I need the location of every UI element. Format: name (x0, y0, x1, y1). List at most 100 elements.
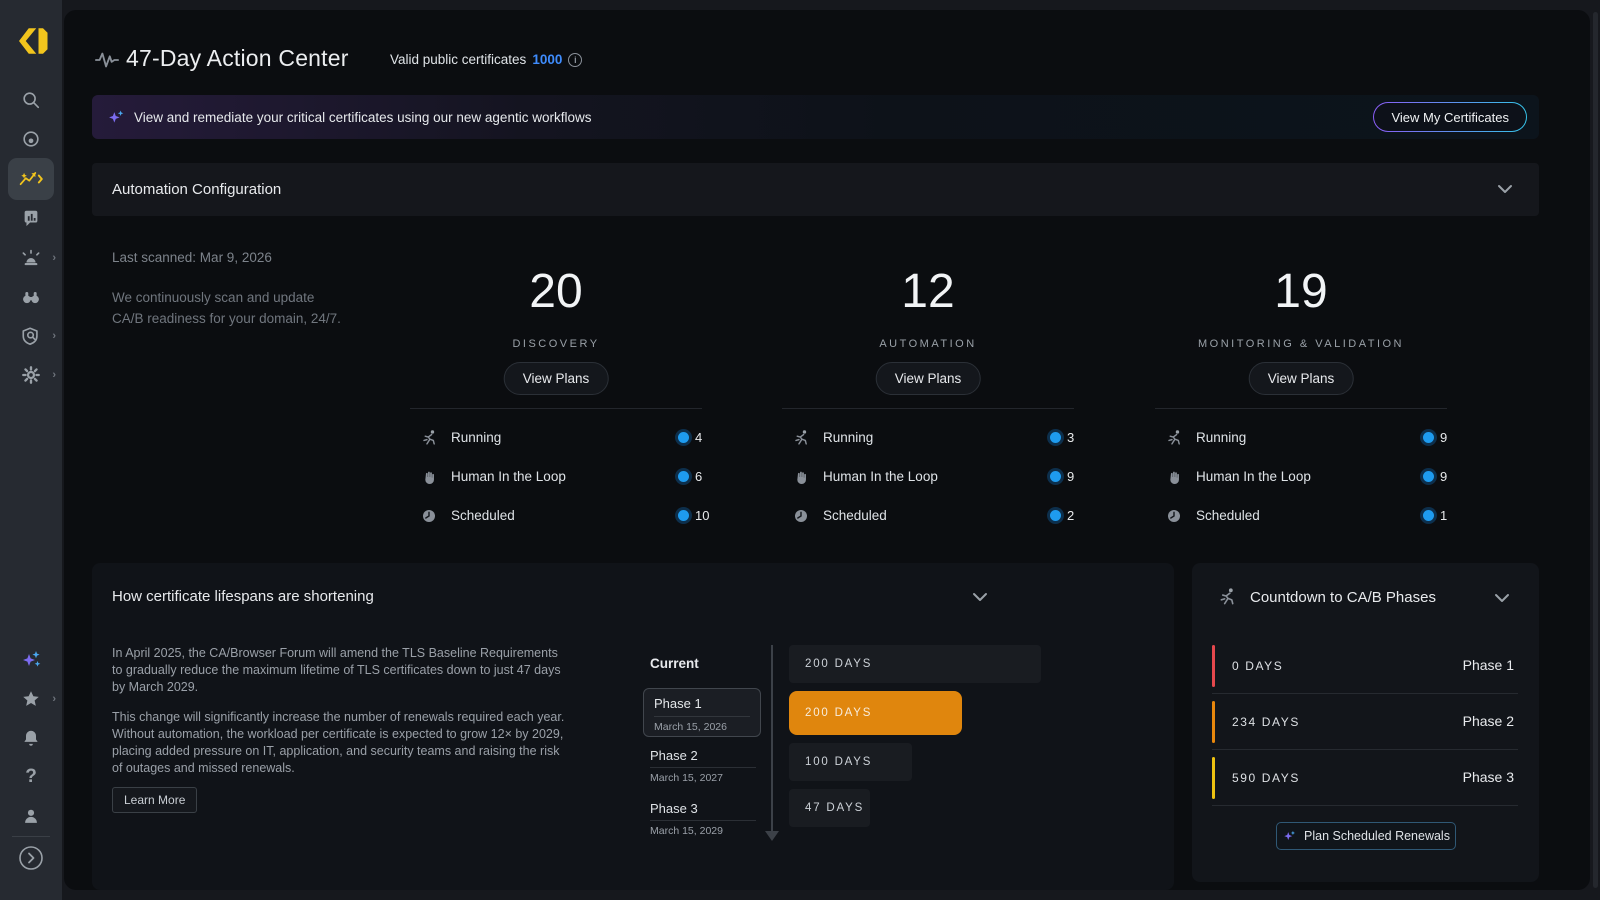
stat-row-label: Human In the Loop (823, 469, 938, 484)
sidebar-item-alerts[interactable]: › (0, 238, 62, 278)
sidebar-item-settings[interactable]: › (0, 355, 62, 395)
star-icon (23, 691, 39, 706)
chevron-right-icon: › (52, 693, 56, 705)
phase-date: March 15, 2029 (650, 825, 723, 837)
lifespan-bar-200-days-highlighted: 200 DAYS (789, 691, 962, 735)
badge-count: 9 (1440, 469, 1448, 484)
count-badge: 9 (1423, 469, 1447, 484)
lifespans-panel-title: How certificate lifespans are shortening (112, 588, 374, 605)
sidebar-item-ai-assistant[interactable] (0, 640, 62, 680)
count-badge: 9 (1423, 430, 1447, 445)
stat-row-scheduled: Scheduled 1 (1155, 496, 1447, 535)
countdown-phase: Phase 3 (1462, 769, 1514, 785)
sidebar-expand-button[interactable] (0, 838, 62, 878)
runner-icon (422, 430, 435, 445)
phase-item[interactable]: Phase 3 March 15, 2029 (650, 801, 756, 837)
count-badge: 9 (1050, 469, 1074, 484)
divider (410, 408, 702, 409)
logo-icon (19, 28, 48, 54)
chevron-down-icon[interactable] (1497, 183, 1513, 195)
phase-item[interactable]: Phase 2 March 15, 2027 (650, 748, 756, 784)
countdown-days: 234 DAYS (1232, 715, 1300, 729)
hand-icon (425, 471, 434, 484)
stat-row-running: Running 9 (1155, 418, 1447, 457)
stat-row-label: Scheduled (451, 508, 515, 523)
main-content: 47-Day Action Center Valid public certif… (64, 10, 1590, 890)
automation-configuration-header[interactable]: Automation Configuration (92, 163, 1539, 216)
shield-search-icon (22, 327, 38, 345)
divider (782, 408, 1074, 409)
count-badge: 2 (1050, 508, 1074, 523)
current-phase-label: Current (650, 656, 699, 671)
countdown-row-phase-1: 0 DAYS Phase 1 (1212, 638, 1518, 694)
badge-dot-icon (678, 510, 689, 521)
brand-logo[interactable] (0, 20, 62, 62)
sidebar-item-observe[interactable] (0, 277, 62, 317)
sidebar-item-account[interactable] (0, 796, 62, 836)
info-icon[interactable]: i (568, 52, 583, 67)
sidebar-item-search[interactable] (0, 80, 62, 120)
sidebar-item-favorites[interactable]: › (0, 679, 62, 719)
stat-value: 19 (1274, 265, 1328, 318)
count-badge: 1 (1423, 508, 1447, 523)
learn-more-button[interactable]: Learn More (112, 787, 198, 813)
stat-value: 20 (529, 265, 583, 318)
sidebar-divider (12, 836, 50, 837)
sidebar: › › (0, 0, 62, 900)
view-plans-button[interactable]: View Plans (1248, 362, 1354, 395)
sidebar-item-notifications[interactable] (0, 718, 62, 758)
chevron-down-icon[interactable] (972, 591, 988, 603)
phase-name: Phase 3 (650, 801, 756, 821)
help-icon: ? (25, 766, 37, 787)
sidebar-item-action-center-active[interactable] (0, 158, 62, 200)
phase-date: March 15, 2026 (654, 721, 727, 733)
count-badge: 3 (1050, 430, 1074, 445)
ai-sparkles-icon (23, 651, 41, 667)
sparkle-icon (109, 110, 124, 123)
view-my-certificates-button[interactable]: View My Certificates (1373, 102, 1527, 132)
phase-name: Phase 1 (654, 696, 750, 717)
banner-message: View and remediate your critical certifi… (134, 109, 592, 125)
expand-circle-icon (19, 846, 43, 870)
phase-date: March 15, 2027 (650, 772, 723, 784)
runner-icon (1220, 588, 1234, 605)
divider (1155, 408, 1447, 409)
sidebar-item-audit[interactable]: › (0, 316, 62, 356)
count-badge: 4 (678, 430, 702, 445)
sidebar-item-reports[interactable] (0, 198, 62, 238)
timeline-line (771, 645, 773, 831)
plan-scheduled-renewals-label: Plan Scheduled Renewals (1304, 829, 1450, 843)
stat-row-label: Human In the Loop (1196, 469, 1311, 484)
sparkle-icon (1284, 830, 1296, 840)
lifespans-paragraph-2: This change will significantly increase … (112, 710, 565, 775)
countdown-phase: Phase 2 (1462, 713, 1514, 729)
stat-label: DISCOVERY (512, 338, 600, 350)
chevron-down-icon[interactable] (1494, 592, 1510, 604)
view-plans-button[interactable]: View Plans (875, 362, 981, 395)
badge-dot-icon (678, 471, 689, 482)
stat-row-label: Human In the Loop (451, 469, 566, 484)
stat-value: 12 (901, 265, 955, 318)
badge-count: 4 (695, 430, 703, 445)
page-scrollbar[interactable] (1593, 12, 1598, 888)
countdown-days: 590 DAYS (1232, 771, 1300, 785)
stat-row-human-in-loop: Human In the Loop 6 (410, 457, 702, 496)
valid-certificates-count[interactable]: 1000 (532, 52, 563, 67)
badge-dot-icon (1423, 471, 1434, 482)
chevron-right-icon: › (52, 252, 56, 264)
bell-icon (24, 730, 38, 746)
sidebar-item-help[interactable]: ? (0, 757, 62, 797)
badge-count: 3 (1067, 430, 1075, 445)
target-icon (23, 131, 39, 147)
sidebar-item-discovery[interactable] (0, 119, 62, 159)
scan-description: We continuously scan and update CA/B rea… (112, 290, 341, 326)
phase-item-selected[interactable]: Phase 1 March 15, 2026 (643, 688, 761, 737)
chevron-right-icon: › (52, 369, 56, 381)
gear-icon (22, 366, 40, 384)
stat-row-scheduled: Scheduled 2 (782, 496, 1074, 535)
stat-row-human-in-loop: Human In the Loop 9 (1155, 457, 1447, 496)
lifespan-bar-100-days: 100 DAYS (789, 743, 912, 781)
view-plans-button[interactable]: View Plans (503, 362, 609, 395)
plan-scheduled-renewals-button[interactable]: Plan Scheduled Renewals (1276, 822, 1456, 850)
pulse-icon (95, 52, 119, 68)
